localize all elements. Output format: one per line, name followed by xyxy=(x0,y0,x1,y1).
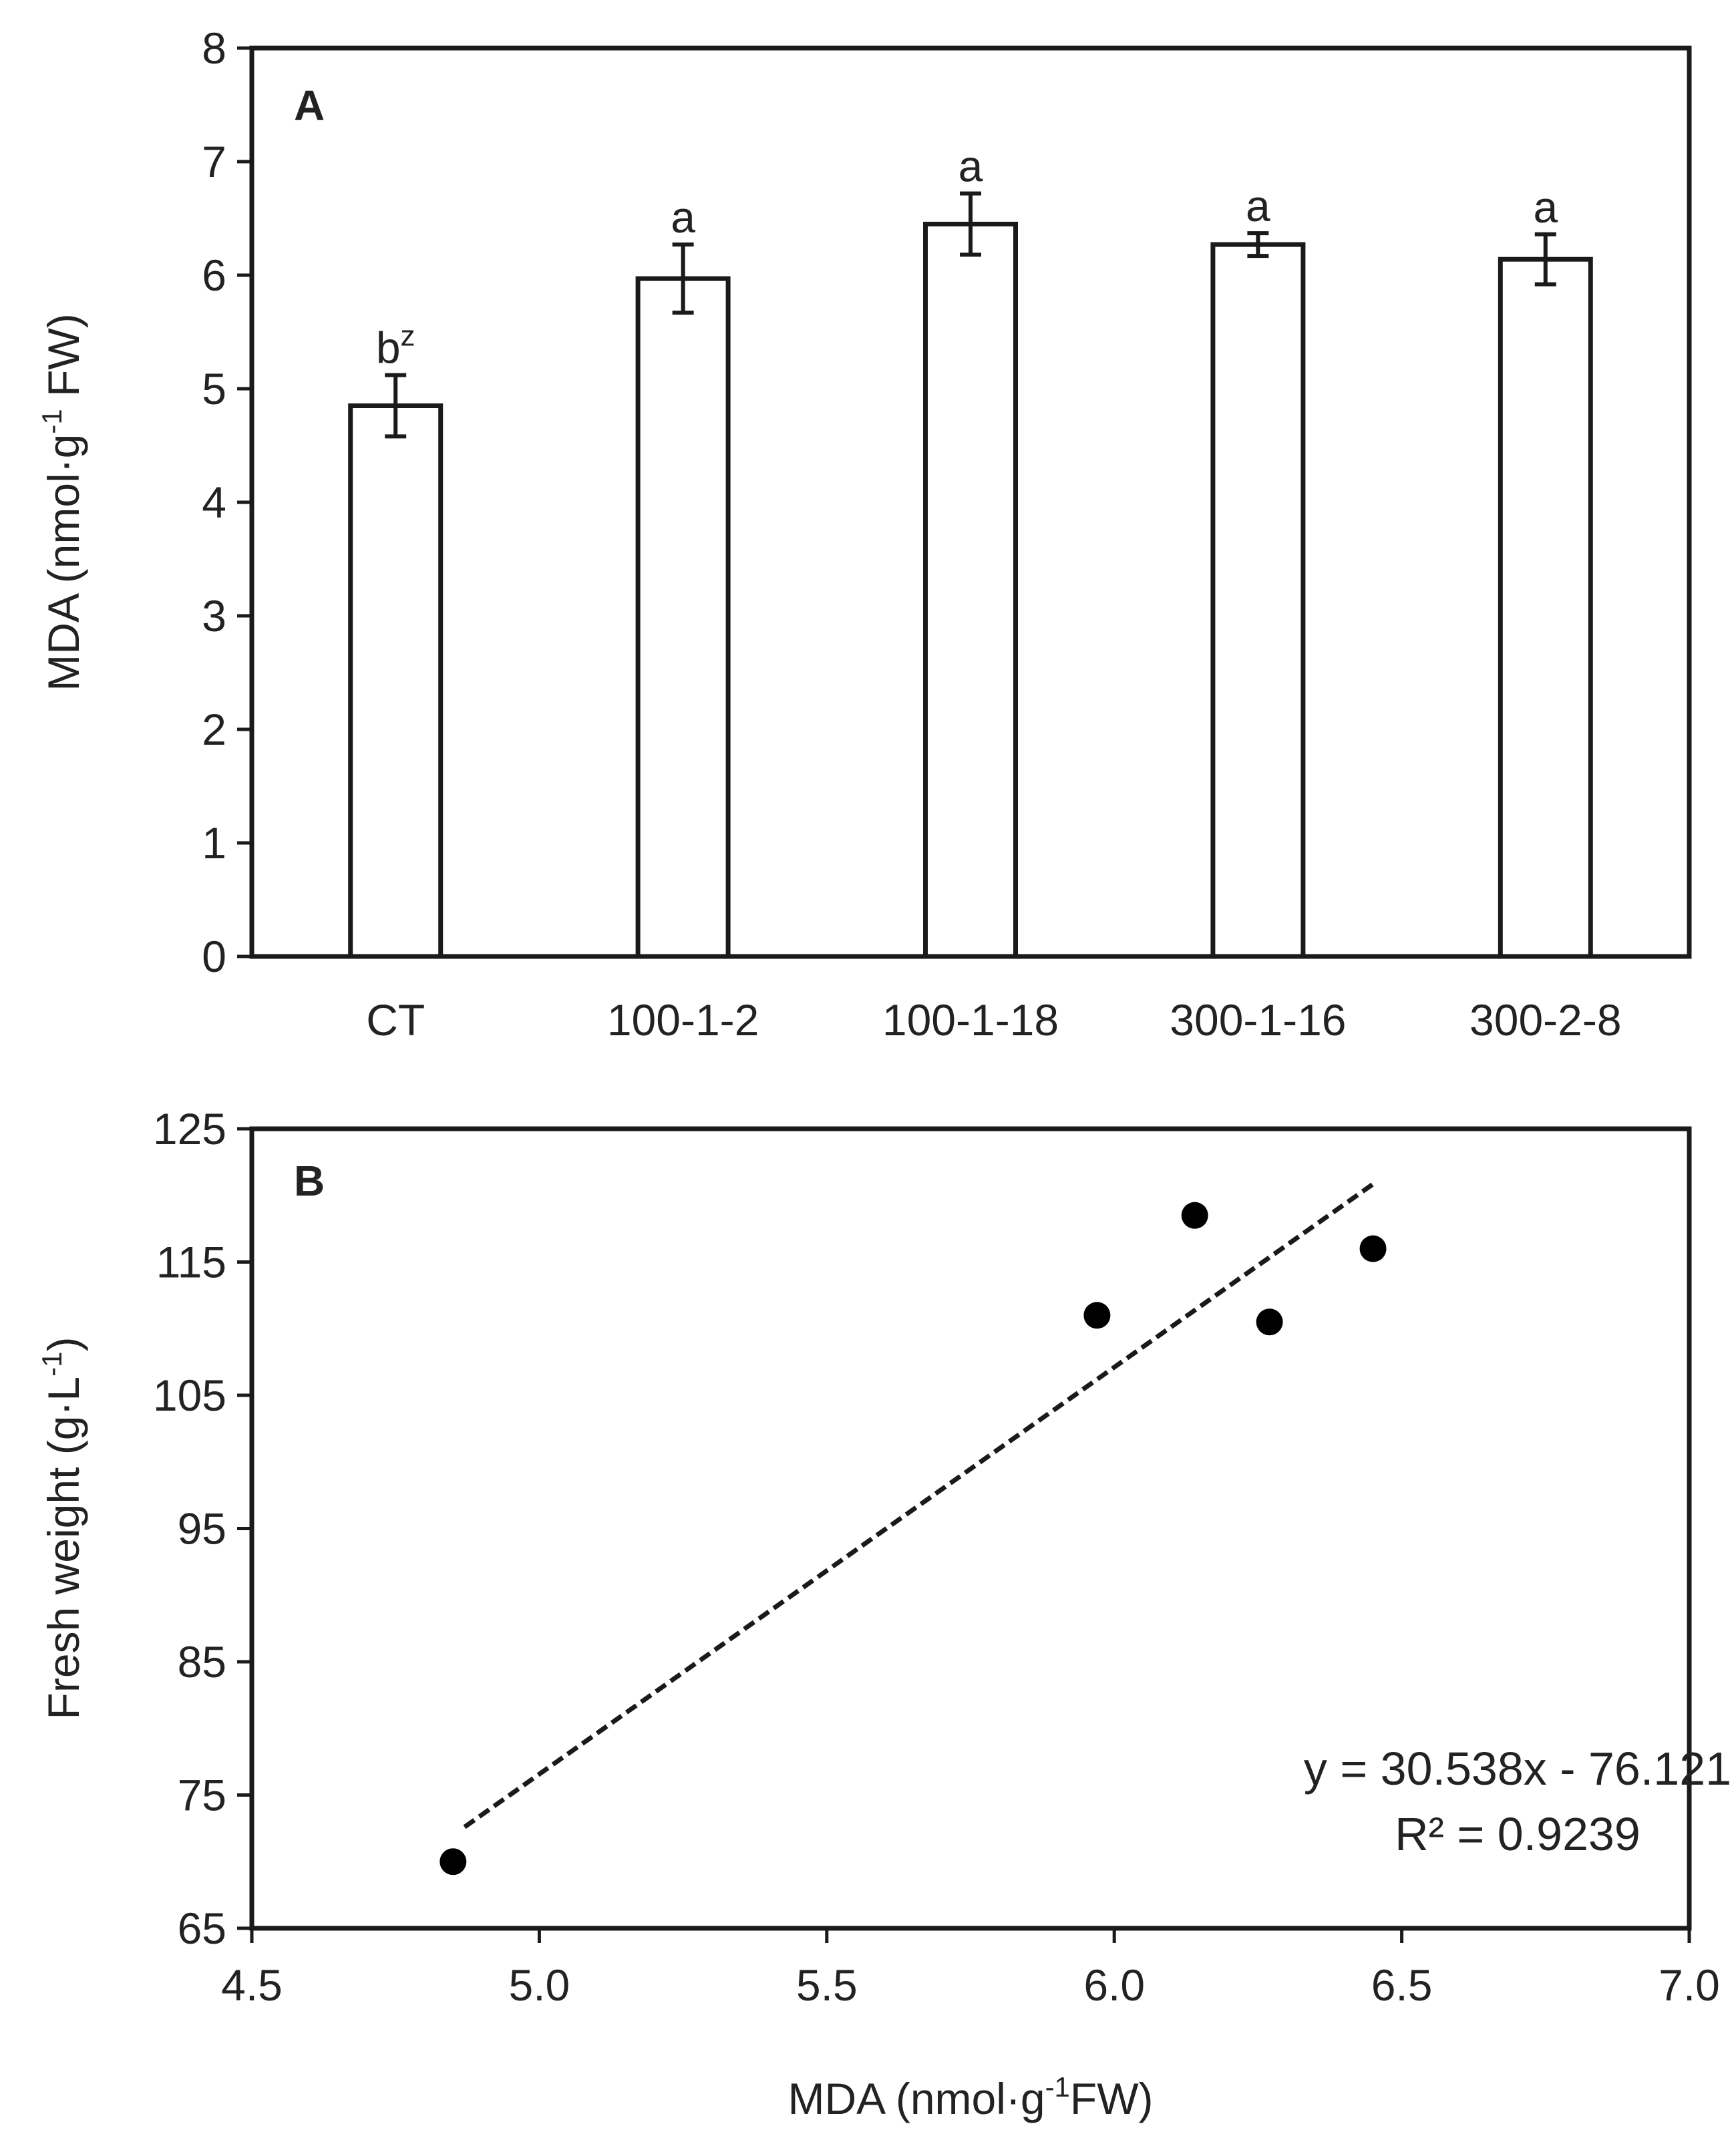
x-tick-label: 5.0 xyxy=(509,1960,570,2010)
panel-a-bar-chart: A 0 1 2 3 4 5 6 7 8 CT 100-1-2 100-1-18 300-1-16 300… xyxy=(36,23,1692,1045)
x-tick-label: 300-2-8 xyxy=(1469,995,1622,1045)
panel-b-y-ticks: 65 75 85 95 105 115 125 xyxy=(153,1104,252,1953)
panel-a-label: A xyxy=(294,81,325,130)
r-squared-label: R² = 0.9239 xyxy=(1395,1808,1640,1860)
panel-b-label: B xyxy=(294,1157,325,1205)
y-tick-label: 0 xyxy=(202,932,226,981)
x-tick-label: 6.0 xyxy=(1083,1960,1145,2010)
bar xyxy=(1498,256,1593,959)
x-tick-label: CT xyxy=(366,995,425,1045)
panel-b-x-ticks: 4.5 5.0 5.5 6.0 6.5 7.0 xyxy=(221,1928,1720,2010)
x-tick-label: 100-1-18 xyxy=(882,995,1059,1045)
panel-b-points xyxy=(440,1202,1387,1876)
data-point xyxy=(1181,1202,1208,1229)
bar xyxy=(1210,242,1306,959)
y-tick-label: 4 xyxy=(202,478,226,527)
y-tick-label: 65 xyxy=(178,1904,226,1953)
panel-b-x-axis-title: MDA (nmol·g-1FW) xyxy=(788,2071,1153,2123)
y-tick-label: 85 xyxy=(178,1637,226,1686)
x-tick-label: 300-1-16 xyxy=(1170,995,1346,1045)
trendline xyxy=(463,1182,1375,1829)
y-tick-label: 1 xyxy=(202,818,226,868)
x-tick-label: 7.0 xyxy=(1659,1960,1720,2010)
significance-letter: a xyxy=(671,192,695,242)
data-point xyxy=(440,1848,467,1876)
y-tick-label: 2 xyxy=(202,705,226,754)
data-point xyxy=(1359,1235,1387,1262)
data-point xyxy=(1256,1308,1283,1336)
significance-letter: bz xyxy=(376,320,415,373)
y-tick-label: 7 xyxy=(202,137,226,186)
data-point xyxy=(1083,1302,1111,1329)
significance-letter: a xyxy=(959,142,983,191)
panel-b-y-axis-title: Fresh weight (g·L-1) xyxy=(36,1337,88,1720)
y-tick-label: 5 xyxy=(202,364,226,413)
bar xyxy=(635,276,731,959)
x-tick-label: 5.5 xyxy=(796,1960,858,2010)
panel-a-y-axis-title: MDA (nmol·g-1 FW) xyxy=(36,313,88,691)
panel-a-x-tick-labels: CT 100-1-2 100-1-18 300-1-16 300-2-8 xyxy=(366,995,1621,1045)
x-tick-label: 4.5 xyxy=(221,1960,283,2010)
y-tick-label: 105 xyxy=(153,1371,226,1420)
y-tick-label: 95 xyxy=(178,1504,226,1554)
y-tick-label: 115 xyxy=(156,1238,226,1287)
y-tick-label: 75 xyxy=(178,1771,226,1820)
panel-a-y-ticks: 0 1 2 3 4 5 6 7 8 xyxy=(202,23,252,981)
significance-letter: a xyxy=(1533,182,1558,232)
x-tick-label: 100-1-2 xyxy=(607,995,759,1045)
y-tick-label: 8 xyxy=(202,23,226,73)
panel-b-scatter-chart: B 65 75 85 95 105 115 125 4.5 5.0 5.5 6.0 6.5 7.0 y… xyxy=(36,1104,1731,2123)
panel-a-bars: bz a a a a xyxy=(348,142,1593,959)
bar xyxy=(348,403,444,959)
x-tick-label: 6.5 xyxy=(1371,1960,1433,2010)
regression-equation: y = 30.538x - 76.121 xyxy=(1304,1743,1731,1795)
significance-letter: a xyxy=(1246,181,1270,230)
y-tick-label: 125 xyxy=(153,1104,226,1153)
y-tick-label: 6 xyxy=(202,250,226,300)
y-tick-label: 3 xyxy=(202,591,226,641)
bar xyxy=(923,222,1018,959)
